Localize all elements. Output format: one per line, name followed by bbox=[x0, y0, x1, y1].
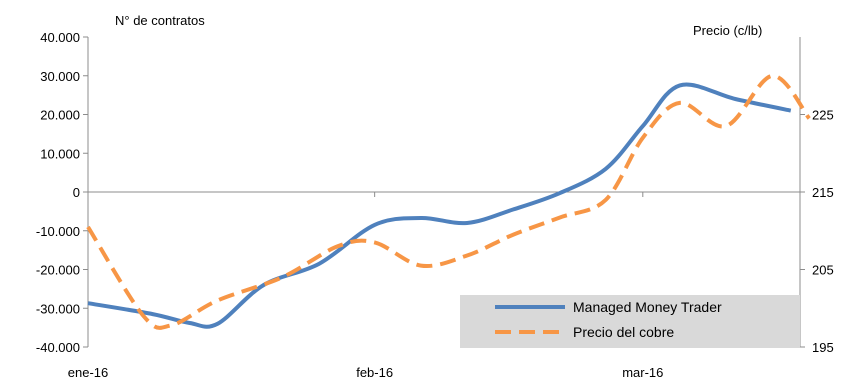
axes-group: 40.000 30.000 20.000 10.000 0 -10.000 -20.000 -… bbox=[36, 30, 834, 378]
right-tick-label: 215 bbox=[812, 185, 834, 200]
left-tick-label: -20.000 bbox=[36, 263, 80, 278]
left-tick-label: 10.000 bbox=[40, 146, 80, 161]
left-tick-label: 0 bbox=[73, 185, 80, 200]
series-line-managed-money-trader bbox=[87, 82, 792, 329]
right-tick-label: 195 bbox=[812, 340, 834, 355]
left-tick-label: -10.000 bbox=[36, 224, 80, 239]
series-group bbox=[86, 73, 811, 330]
left-tick-label: 40.000 bbox=[40, 30, 80, 45]
left-tick-label: 30.000 bbox=[40, 69, 80, 84]
right-tick-label: 225 bbox=[812, 108, 834, 123]
left-tick-label: -40.000 bbox=[36, 340, 80, 355]
right-tick-label: 205 bbox=[812, 263, 834, 278]
legend-label-managed-money: Managed Money Trader bbox=[573, 299, 722, 315]
labels-group: N° de contratos Precio (c/lb) bbox=[115, 13, 762, 38]
series-line-precio-del-cobre bbox=[86, 73, 811, 330]
left-axis-title: N° de contratos bbox=[115, 13, 205, 28]
right-axis-title: Precio (c/lb) bbox=[693, 23, 762, 38]
legend: Managed Money Trader Precio del cobre bbox=[460, 295, 800, 348]
x-tick-label: ene-16 bbox=[68, 365, 108, 378]
legend-label-precio-cobre: Precio del cobre bbox=[573, 324, 674, 340]
left-tick-label: 20.000 bbox=[40, 108, 80, 123]
left-tick-label: -30.000 bbox=[36, 301, 80, 316]
x-tick-label: mar-16 bbox=[622, 365, 663, 378]
legend-background bbox=[460, 295, 800, 348]
x-tick-label: feb-16 bbox=[356, 365, 393, 378]
